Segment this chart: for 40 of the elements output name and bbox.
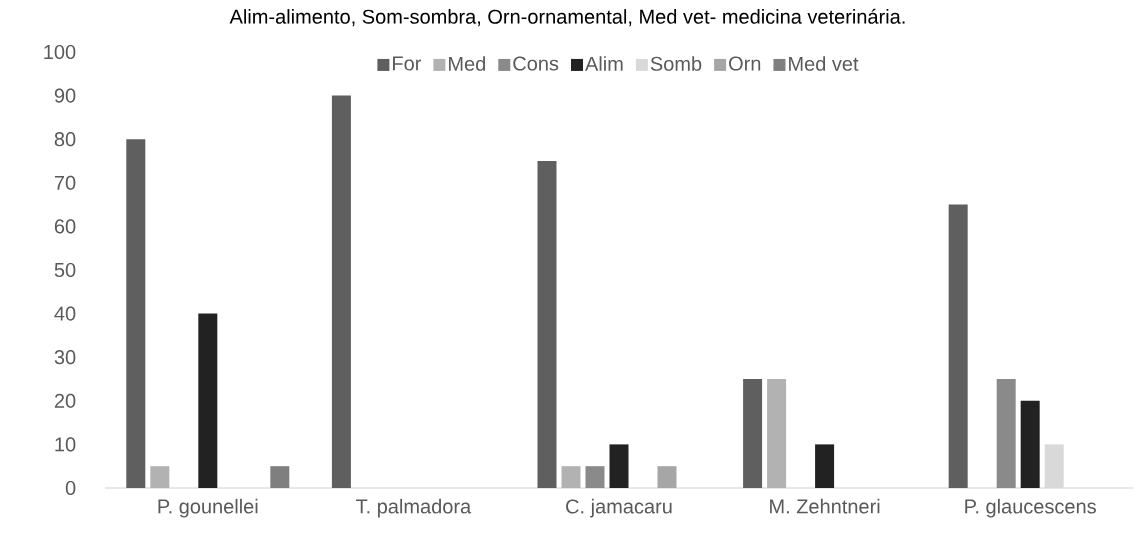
y-tick-label: 20 (54, 393, 76, 408)
bar (767, 378, 787, 488)
bar (743, 378, 763, 488)
legend-label: Med vet (789, 56, 859, 71)
x-tick-label: P. glaucescens (965, 498, 1096, 518)
y-tick-label: 100 (44, 44, 76, 60)
x-tick-label: M. Zehntneri (770, 498, 880, 514)
y-tick-label: 40 (54, 306, 76, 321)
legend-label: Cons (513, 56, 559, 71)
y-tick-label: 60 (54, 219, 76, 234)
text: Alim-alimento, Som-sombra, Orn-ornamental, Med vet- medicina veterinária. (229, 8, 905, 27)
legend-label: Med (449, 56, 486, 71)
y-tick-label: 10 (55, 437, 76, 452)
y-tick-label: 50 (54, 262, 76, 278)
y-tick-label: 30 (54, 350, 76, 365)
legend-label: Alim (585, 56, 623, 71)
bar (815, 444, 835, 488)
bar (331, 95, 351, 488)
y-tick-label: 80 (54, 132, 76, 147)
legend-label: Somb (650, 56, 702, 71)
y-tick-label: 0 (65, 480, 76, 496)
bar (150, 466, 170, 488)
bar (996, 378, 1016, 488)
bar (585, 466, 605, 488)
bar (609, 444, 629, 488)
bar (270, 466, 290, 488)
y-tick-label: 70 (54, 175, 76, 190)
bar (126, 139, 146, 488)
x-tick-label: P. gounellei (158, 498, 258, 518)
bar (561, 466, 581, 488)
x-tick-label: C. jamacaru (566, 498, 672, 518)
bar (198, 313, 218, 488)
bar (948, 204, 968, 488)
bar (537, 160, 557, 488)
y-tick-label: 90 (54, 88, 76, 103)
x-tick-label: T. palmadora (356, 498, 472, 518)
legend-label: Orn (729, 56, 761, 71)
legend-label: For (393, 56, 422, 71)
bar (1020, 400, 1040, 488)
bar (657, 466, 677, 488)
